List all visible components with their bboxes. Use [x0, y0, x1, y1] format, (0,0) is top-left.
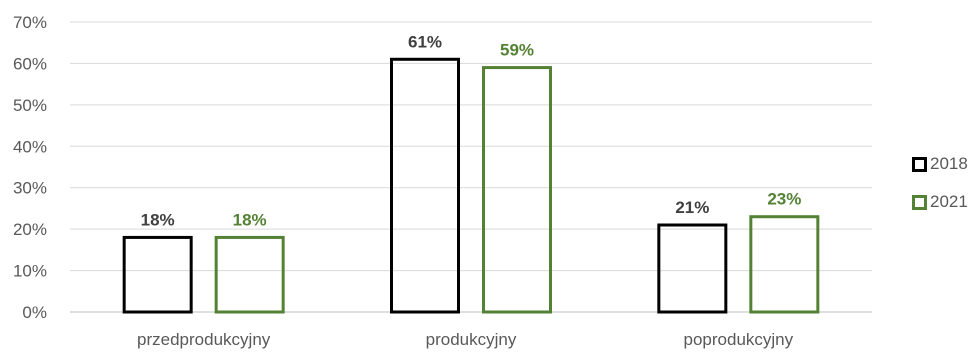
y-tick-label: 60% — [13, 54, 47, 73]
gridlines — [70, 21, 872, 313]
data-label-2021-poprodukcyjny: 23% — [767, 190, 801, 209]
data-label-2018-przedprodukcyjny: 18% — [141, 210, 175, 229]
y-tick-label: 10% — [13, 262, 47, 281]
bar-2021-przedprodukcyjny — [214, 235, 285, 314]
bar-2021-poprodukcyjny — [749, 215, 820, 314]
data-label-2021-produkcyjny: 59% — [500, 41, 534, 60]
x-category-label: przedprodukcyjny — [137, 330, 271, 349]
bar-2021-produkcyjny — [482, 66, 552, 314]
bar-2018-poprodukcyjny — [657, 223, 728, 314]
y-tick-label: 40% — [13, 137, 47, 156]
legend-label-2018: 2018 — [930, 154, 968, 173]
y-tick-label: 50% — [13, 96, 47, 115]
y-axis: 0% 10% 20% 30% 40% 50% 60% 70% — [13, 13, 47, 322]
legend-item-2018: 2018 — [912, 152, 968, 176]
y-tick-label: 30% — [13, 179, 47, 198]
data-label-2021-przedprodukcyjny: 18% — [233, 210, 267, 229]
x-category-label: poprodukcyjny — [684, 330, 794, 349]
legend-item-2021: 2021 — [912, 190, 968, 214]
data-label-2018-produkcyjny: 61% — [408, 32, 442, 51]
y-tick-label: 0% — [22, 303, 47, 322]
y-tick-label: 70% — [13, 13, 47, 32]
legend: 2018 2021 — [912, 152, 968, 228]
data-labels: 18% 18% 61% 59% 21% 23% — [141, 32, 802, 229]
data-label-2018-poprodukcyjny: 21% — [675, 198, 709, 217]
legend-swatch-2021 — [912, 194, 927, 210]
y-tick-label: 20% — [13, 220, 47, 239]
legend-swatch-2018 — [912, 156, 927, 172]
bars — [122, 57, 820, 314]
bar-2018-produkcyjny — [390, 57, 460, 314]
x-axis: przedprodukcyjny produkcyjny poprodukcyjny — [137, 330, 794, 349]
bar-2018-przedprodukcyjny — [122, 235, 193, 314]
legend-label-2021: 2021 — [930, 192, 968, 211]
x-category-label: produkcyjny — [426, 330, 517, 349]
